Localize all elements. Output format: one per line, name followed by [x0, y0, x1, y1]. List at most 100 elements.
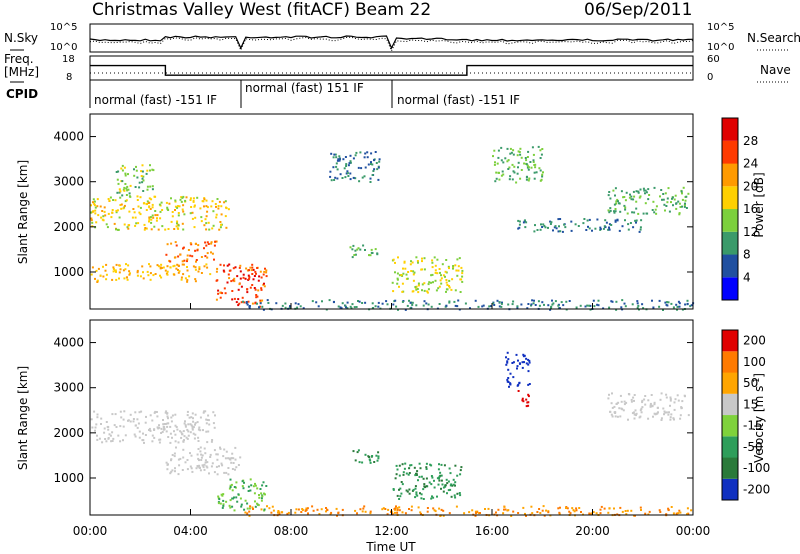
- power-cell: [333, 300, 335, 303]
- power-cell: [245, 301, 248, 303]
- power-cell: [527, 168, 530, 171]
- velocity-cell: [222, 455, 225, 458]
- velocity-cell: [440, 508, 443, 511]
- power-cell: [92, 210, 95, 213]
- velocity-cell: [518, 381, 521, 384]
- power-cell: [251, 266, 254, 269]
- power-cell: [263, 282, 265, 285]
- velocity-cell: [672, 417, 675, 420]
- power-cell: [371, 302, 374, 305]
- power-cell: [217, 205, 220, 207]
- power-cell: [200, 272, 203, 274]
- power-cell: [182, 204, 185, 207]
- velocity-cell: [506, 509, 509, 512]
- power-cell: [317, 305, 320, 308]
- power-cell: [338, 159, 341, 162]
- power-cell: [506, 160, 509, 163]
- power-cell: [142, 190, 145, 192]
- power-cell: [171, 215, 174, 218]
- power-cell: [210, 242, 213, 245]
- power-cell: [417, 261, 419, 264]
- velocity-cell: [517, 512, 520, 514]
- velocity-cell: [134, 424, 137, 427]
- power-cell: [153, 195, 156, 198]
- power-cell: [126, 185, 129, 188]
- power-cell: [612, 189, 615, 192]
- power-cell: [559, 230, 562, 233]
- velocity-cell: [177, 473, 180, 476]
- velocity-cell: [458, 492, 461, 494]
- power-cell: [516, 305, 519, 308]
- power-cell: [114, 199, 117, 202]
- power-cell: [127, 227, 130, 230]
- power-cell: [260, 276, 263, 279]
- velocity-cell: [665, 411, 668, 414]
- power-cell: [430, 274, 433, 277]
- power-cell: [332, 156, 335, 159]
- power-cell: [519, 147, 522, 150]
- velocity-cell: [456, 492, 459, 495]
- power-cell: [374, 248, 377, 251]
- power-cell: [191, 217, 194, 220]
- power-cell: [648, 194, 651, 196]
- power-cell: [167, 228, 170, 230]
- colorbar-swatch: [722, 231, 738, 255]
- power-cell: [190, 206, 193, 208]
- y-tick-label: 3000: [53, 381, 84, 395]
- velocity-cell: [558, 511, 561, 514]
- power-cell: [127, 188, 130, 191]
- power-cell: [146, 188, 149, 191]
- power-cell: [609, 209, 612, 212]
- velocity-cell: [174, 413, 177, 416]
- power-cell: [250, 269, 253, 272]
- velocity-cell: [398, 488, 400, 491]
- velocity-cell: [651, 404, 654, 407]
- velocity-cell: [677, 399, 680, 402]
- velocity-cell: [100, 423, 102, 425]
- velocity-cell: [265, 485, 268, 487]
- power-cell: [166, 243, 169, 246]
- power-cell: [173, 264, 176, 267]
- power-cell: [525, 221, 528, 224]
- beam-title: Beam 22: [355, 0, 431, 20]
- power-cell: [181, 222, 184, 225]
- velocity-cell: [199, 450, 202, 453]
- velocity-cell: [235, 466, 238, 469]
- power-cell: [254, 288, 257, 291]
- power-cell: [154, 214, 157, 217]
- power-cell: [199, 207, 202, 210]
- power-cell: [190, 243, 193, 246]
- power-cell: [461, 269, 464, 272]
- velocity-cell: [336, 514, 338, 517]
- velocity-cell: [180, 431, 183, 434]
- velocity-cell: [109, 434, 112, 437]
- power-cell: [174, 209, 176, 211]
- velocity-cell: [641, 401, 644, 404]
- power-cell: [216, 267, 219, 270]
- velocity-cell: [111, 431, 114, 434]
- power-cell: [448, 301, 451, 304]
- velocity-cell: [539, 512, 542, 514]
- velocity-cell: [504, 508, 507, 511]
- power-cell: [297, 303, 300, 306]
- power-cell: [620, 306, 623, 309]
- velocity-cell: [213, 426, 216, 429]
- station-title: Christmas Valley West (fitACF): [92, 0, 350, 20]
- velocity-cell: [169, 425, 172, 428]
- velocity-cell: [215, 453, 218, 456]
- power-cell: [219, 291, 222, 294]
- power-cell: [194, 278, 197, 281]
- power-cell: [233, 280, 236, 283]
- power-cell: [620, 190, 623, 193]
- velocity-cell: [521, 399, 524, 402]
- power-cell: [550, 221, 553, 224]
- power-cell: [404, 308, 407, 311]
- power-cell: [666, 301, 668, 304]
- velocity-cell: [528, 383, 531, 385]
- power-cell: [450, 288, 453, 291]
- power-cell: [173, 228, 176, 230]
- velocity-cell: [525, 514, 527, 517]
- power-cell: [179, 198, 182, 201]
- power-cell: [509, 147, 512, 150]
